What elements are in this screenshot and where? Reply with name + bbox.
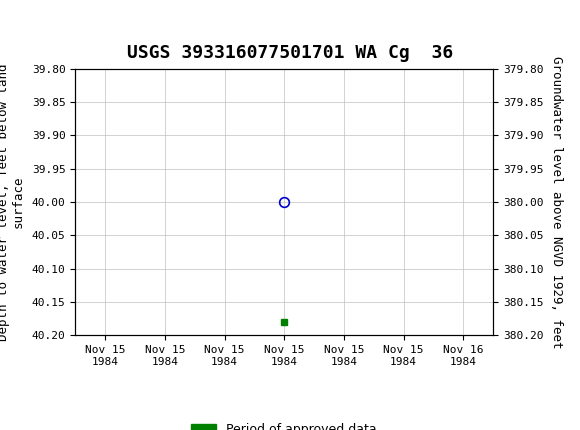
Legend: Period of approved data: Period of approved data bbox=[186, 418, 382, 430]
Y-axis label: Depth to water level, feet below land
surface: Depth to water level, feet below land su… bbox=[0, 63, 25, 341]
Y-axis label: Groundwater level above NGVD 1929, feet: Groundwater level above NGVD 1929, feet bbox=[550, 56, 563, 348]
Text: USGS 393316077501701 WA Cg  36: USGS 393316077501701 WA Cg 36 bbox=[127, 44, 453, 62]
Text: ≡USGS: ≡USGS bbox=[9, 16, 72, 36]
